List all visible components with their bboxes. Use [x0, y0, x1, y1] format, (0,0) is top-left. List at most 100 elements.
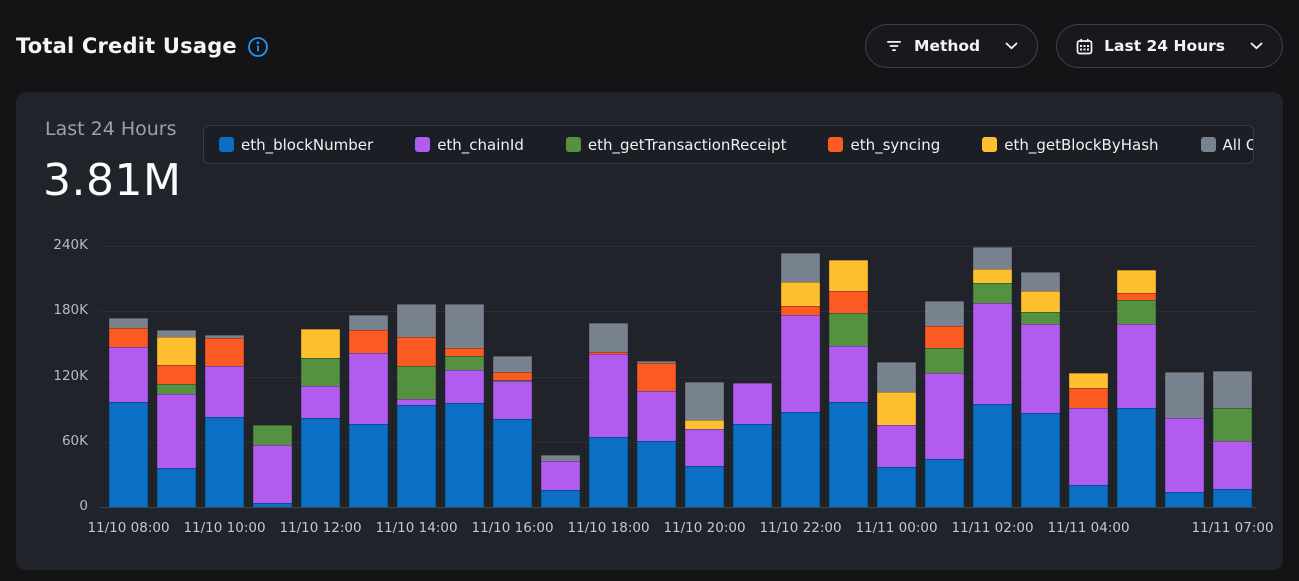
filter-icon [885, 39, 903, 53]
bar-11-10-14-00[interactable] [397, 303, 436, 507]
x-axis-tick-label: 11/10 16:00 [471, 520, 554, 536]
x-axis-tick-label: 11/10 08:00 [87, 520, 170, 536]
bar-segment-eth-blocknumber [205, 416, 244, 507]
info-icon[interactable] [247, 36, 269, 58]
bar-11-10-23-00[interactable] [829, 260, 868, 507]
bar-segment-eth-gettransactionreceipt [829, 313, 868, 347]
y-axis-tick-label: 120K [53, 367, 88, 384]
bar-segment-eth-blocknumber [1021, 413, 1060, 507]
page-title: Total Credit Usage [16, 34, 237, 58]
bar-11-10-11-00[interactable] [253, 425, 292, 507]
plot-area [100, 246, 1256, 508]
legend-label: eth_getTransactionReceipt [587, 135, 787, 154]
bar-11-11-02-00[interactable] [973, 247, 1012, 507]
gridline [100, 441, 1256, 443]
bar-segment-eth-blocknumber [925, 459, 964, 507]
bar-segment-eth-blocknumber [1165, 491, 1204, 507]
bar-segment-eth-syncing [349, 329, 388, 353]
legend-swatch [415, 137, 431, 152]
bar-11-10-10-00[interactable] [205, 335, 244, 507]
bar-11-10-09-00[interactable] [157, 329, 196, 507]
legend-swatch [565, 137, 581, 152]
bar-segment-eth-blocknumber [253, 502, 292, 507]
y-axis-tick-label: 180K [53, 302, 88, 319]
bar-segment-eth-chainid [349, 352, 388, 425]
bar-11-11-05-00[interactable] [1117, 269, 1156, 507]
bar-11-11-00-00[interactable] [877, 362, 916, 507]
bar-11-11-06-00[interactable] [1165, 372, 1204, 507]
calendar-icon [1076, 38, 1093, 55]
bar-segment-all-other [925, 301, 964, 327]
bar-segment-all-other [493, 355, 532, 373]
bar-11-10-18-00[interactable] [589, 323, 628, 507]
y-axis-tick-label: 240K [53, 237, 88, 253]
legend-swatch [982, 137, 998, 152]
bar-segment-eth-blocknumber [733, 424, 772, 507]
legend-item-eth-syncing[interactable]: eth_syncing [828, 136, 940, 154]
chevron-down-icon [1250, 42, 1263, 50]
bar-11-10-12-00[interactable] [301, 328, 340, 507]
bar-segment-eth-getblockbyhash [1117, 269, 1156, 293]
bar-segment-eth-chainid [1165, 417, 1204, 492]
bar-segment-all-other [1213, 371, 1252, 409]
bar-segment-eth-gettransactionreceipt [493, 379, 532, 381]
bar-segment-eth-chainid [445, 369, 484, 403]
time-range-label: Last 24 Hours [1104, 37, 1225, 55]
bar-11-10-19-00[interactable] [637, 361, 676, 507]
x-axis-tick-label: 11/10 12:00 [279, 520, 362, 536]
method-filter-dropdown[interactable]: Method [865, 24, 1039, 68]
legend-item-eth-chainid[interactable]: eth_chainId [415, 136, 524, 154]
bar-11-10-15-00[interactable] [445, 303, 484, 507]
legend-item-eth-blocknumber[interactable]: eth_blockNumber [219, 136, 373, 154]
bar-11-11-03-00[interactable] [1021, 272, 1060, 507]
bar-segment-eth-chainid [781, 314, 820, 413]
bar-segment-eth-syncing [205, 338, 244, 366]
bar-segment-eth-getblockbyhash [301, 328, 340, 359]
bar-segment-eth-blocknumber [1117, 408, 1156, 507]
x-axis-tick-label: 11/11 04:00 [1047, 520, 1130, 536]
bar-11-11-01-00[interactable] [925, 301, 964, 507]
bar-segment-eth-gettransactionreceipt [301, 358, 340, 387]
bar-11-10-21-00[interactable] [733, 383, 772, 507]
bar-segment-eth-blocknumber [589, 437, 628, 507]
bar-11-10-17-00[interactable] [541, 454, 580, 507]
bar-segment-all-other [637, 361, 676, 364]
bar-segment-eth-gettransactionreceipt [445, 355, 484, 370]
method-filter-label: Method [914, 37, 981, 55]
bar-segment-all-other [109, 317, 148, 328]
legend-label: eth_chainId [437, 135, 524, 154]
bar-11-10-13-00[interactable] [349, 314, 388, 507]
bar-segment-eth-syncing [157, 364, 196, 385]
bar-segment-all-other [1021, 272, 1060, 291]
bar-11-10-08-00[interactable] [109, 317, 148, 507]
bar-segment-eth-syncing [1069, 388, 1108, 409]
bar-segment-eth-blocknumber [541, 489, 580, 507]
bar-11-10-22-00[interactable] [781, 252, 820, 507]
bar-segment-eth-syncing [1117, 292, 1156, 301]
bar-segment-eth-syncing [397, 337, 436, 366]
summary-period-label: Last 24 Hours [45, 118, 177, 140]
credit-usage-chart: 240K 180K 120K 60K 0 11/10 08:00 11/10 10:00 11… [16, 92, 1283, 570]
bar-11-10-16-00[interactable] [493, 355, 532, 507]
legend-label: All Other [1222, 135, 1253, 154]
gridline [100, 311, 1256, 313]
bar-segment-eth-blocknumber [349, 424, 388, 507]
legend-item-all-other[interactable]: All Other [1200, 135, 1253, 154]
bar-segment-eth-gettransactionreceipt [925, 348, 964, 374]
bar-segment-eth-chainid [301, 386, 340, 418]
bar-11-10-20-00[interactable] [685, 381, 724, 507]
bar-segment-eth-getblockbyhash [877, 391, 916, 426]
bar-segment-all-other [445, 303, 484, 349]
bar-segment-eth-blocknumber [685, 465, 724, 507]
bar-11-11-04-00[interactable] [1069, 373, 1108, 507]
bar-segment-eth-blocknumber [109, 401, 148, 507]
bar-segment-eth-gettransactionreceipt [1021, 312, 1060, 325]
bar-11-11-07-00[interactable] [1213, 371, 1252, 507]
bar-segment-eth-chainid [205, 365, 244, 417]
time-range-dropdown[interactable]: Last 24 Hours [1056, 24, 1283, 68]
bar-segment-eth-chainid [829, 346, 868, 402]
legend-item-eth-gettransactionreceipt[interactable]: eth_getTransactionReceipt [565, 135, 787, 154]
legend-item-eth-getblockbyhash[interactable]: eth_getBlockByHash [982, 136, 1159, 154]
bar-segment-eth-blocknumber [877, 466, 916, 507]
bar-segment-eth-chainid [1117, 324, 1156, 409]
